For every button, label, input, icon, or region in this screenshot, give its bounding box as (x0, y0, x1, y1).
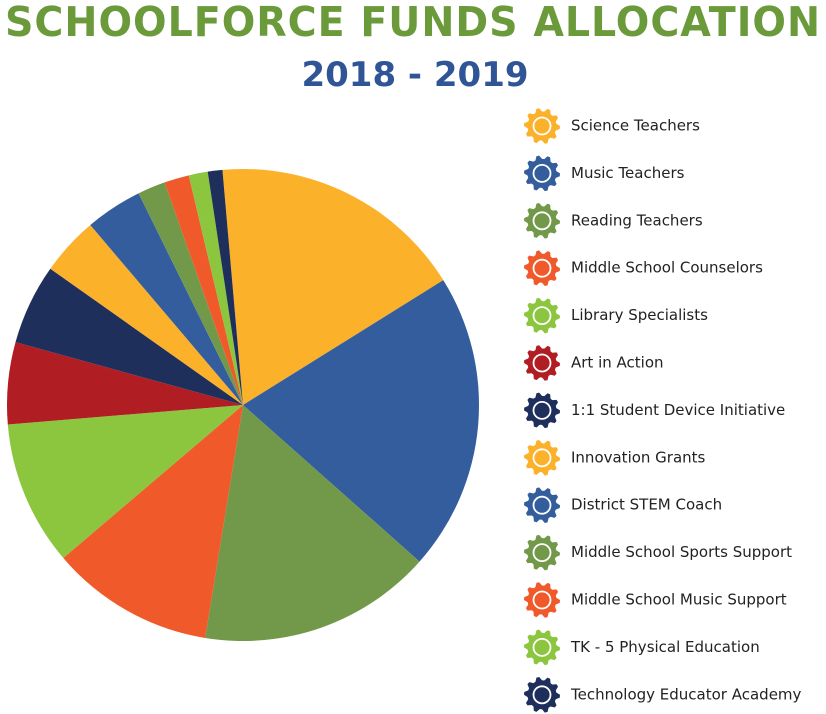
pie-slice (164, 175, 243, 405)
legend-label: Art in Action (571, 354, 664, 372)
legend-icon-inner (532, 258, 552, 278)
legend: Science Teachers Music Teachers Reading Te… (524, 108, 802, 713)
legend-icon-inner (532, 400, 552, 420)
legend-label: Innovation Grants (571, 448, 706, 466)
pie-slice (188, 171, 243, 405)
legend-item: Middle School Music Support (524, 582, 787, 618)
pie-slice (138, 182, 243, 405)
legend-icon (524, 677, 560, 713)
legend-icon-inner (532, 543, 552, 562)
legend-icon-inner (532, 353, 552, 373)
legend-item: Science Teachers (524, 108, 700, 144)
legend-icon-inner (532, 638, 552, 657)
legend-label: Reading Teachers (571, 211, 703, 229)
legend-item: Innovation Grants (524, 440, 706, 476)
legend-label: Music Teachers (571, 164, 685, 182)
legend-icon (524, 297, 560, 334)
pie-slice (90, 193, 243, 405)
legend-icon-inner (532, 448, 552, 468)
pie-slice (207, 169, 243, 405)
legend-item: Music Teachers (524, 155, 685, 192)
legend-icon (524, 534, 560, 571)
pie-slice (222, 169, 444, 405)
legend-item: Reading Teachers (524, 203, 703, 239)
legend-icon (524, 440, 560, 476)
legend-icon (524, 345, 560, 381)
legend-item: Technology Educator Academy (524, 677, 802, 713)
legend-item: Middle School Sports Support (524, 534, 792, 571)
legend-icon (524, 487, 560, 523)
legend-icon (524, 392, 560, 429)
legend-icon-inner (532, 306, 552, 326)
pie-slice (243, 280, 479, 562)
pie (6, 169, 479, 641)
legend-item: TK - 5 Physical Education (524, 629, 760, 666)
pie-slice (15, 268, 244, 405)
legend-icon-inner (532, 211, 552, 231)
chart-title: SCHOOLFORCE FUNDS ALLOCATION (5, 0, 821, 46)
legend-label: Middle School Sports Support (571, 543, 792, 561)
legend-icon-inner (532, 163, 552, 183)
legend-icon (524, 250, 560, 286)
legend-item: Middle School Counselors (524, 250, 763, 286)
legend-label: Library Specialists (571, 306, 708, 324)
legend-icon-inner (532, 116, 552, 136)
legend-item: Art in Action (524, 345, 664, 381)
pie-slice (50, 225, 243, 405)
legend-icon-inner (532, 685, 552, 705)
legend-icon (524, 203, 560, 239)
legend-icon-inner (532, 590, 552, 610)
legend-label: TK - 5 Physical Education (570, 638, 760, 656)
legend-label: Science Teachers (571, 117, 700, 135)
chart-subtitle: 2018 - 2019 (301, 55, 528, 95)
legend-label: 1:1 Student Device Initiative (571, 401, 785, 419)
legend-item: District STEM Coach (524, 487, 722, 523)
pie-slice (7, 405, 243, 558)
legend-item: 1:1 Student Device Initiative (524, 392, 785, 429)
pie-slice (205, 405, 420, 641)
legend-icon (524, 582, 560, 618)
pie-slice (63, 405, 243, 638)
legend-label: Technology Educator Academy (570, 685, 802, 703)
legend-icon-inner (532, 495, 552, 515)
legend-label: Middle School Music Support (571, 591, 787, 609)
legend-item: Library Specialists (524, 297, 708, 334)
legend-icon (524, 155, 560, 192)
legend-label: Middle School Counselors (571, 259, 763, 277)
legend-icon (524, 108, 560, 144)
pie-slice (6, 342, 244, 425)
legend-label: District STEM Coach (571, 496, 722, 514)
legend-icon (524, 629, 560, 666)
